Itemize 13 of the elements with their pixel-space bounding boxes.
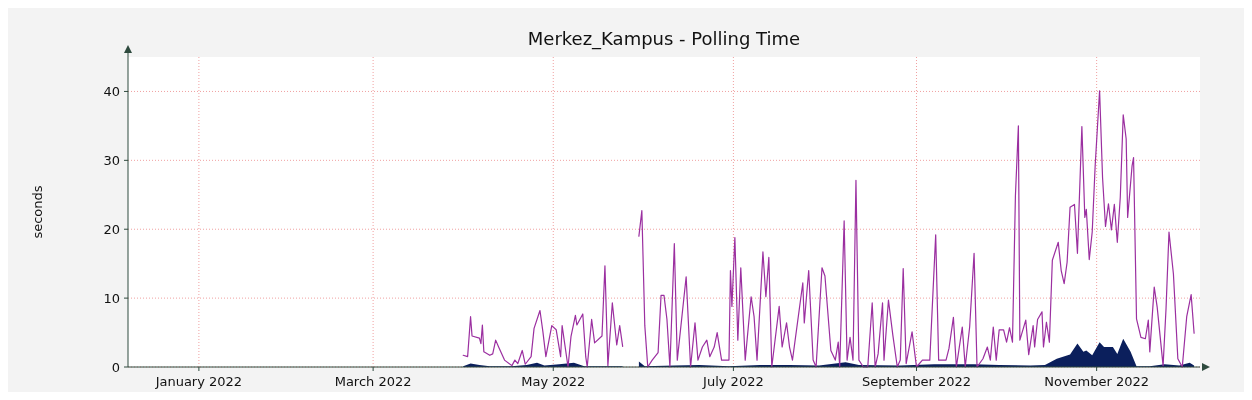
y-axis-title: seconds bbox=[30, 185, 45, 239]
x-tick-label: November 2022 bbox=[1044, 374, 1150, 389]
x-tick-label: July 2022 bbox=[702, 374, 764, 389]
x-tick-label: May 2022 bbox=[521, 374, 586, 389]
chart-title: Merkez_Kampus - Polling Time bbox=[527, 28, 801, 50]
y-tick-label: 10 bbox=[103, 291, 120, 307]
y-tick-label: 20 bbox=[103, 222, 120, 238]
y-tick-label: 0 bbox=[111, 360, 120, 375]
y-tick-label: 30 bbox=[103, 153, 120, 169]
x-tick-label: March 2022 bbox=[334, 374, 412, 389]
x-tick-label: September 2022 bbox=[861, 374, 972, 389]
x-tick-label: January 2022 bbox=[154, 374, 243, 389]
y-tick-label: 40 bbox=[103, 84, 120, 100]
